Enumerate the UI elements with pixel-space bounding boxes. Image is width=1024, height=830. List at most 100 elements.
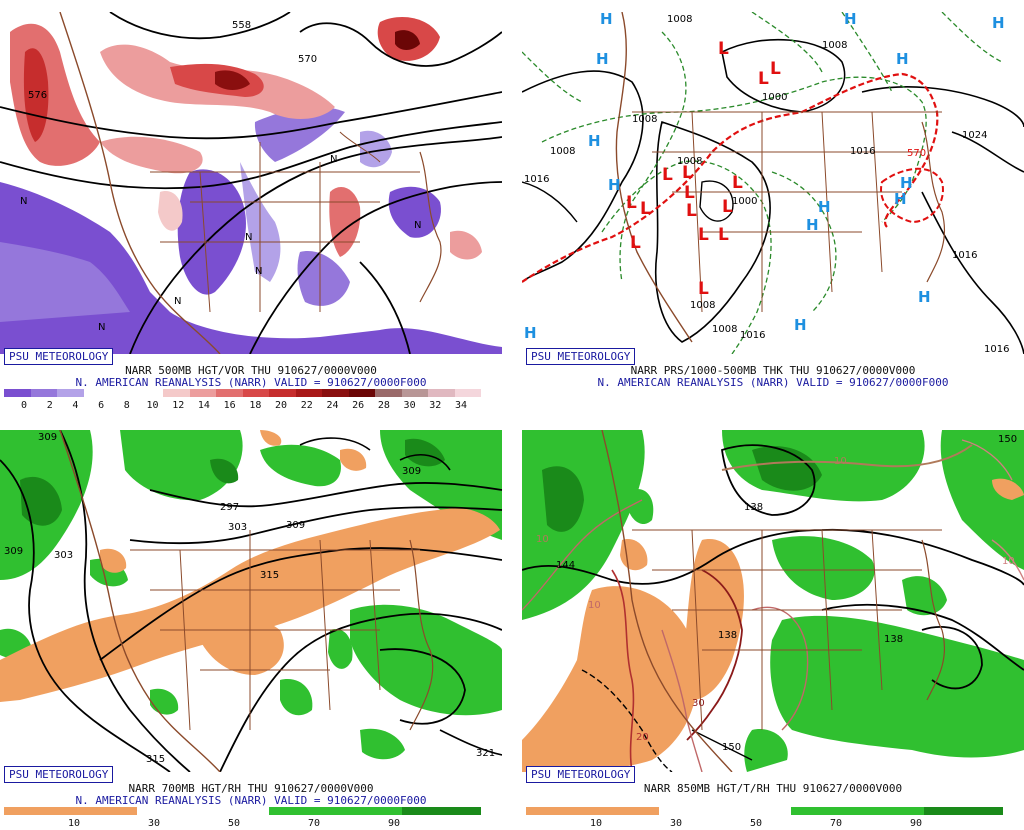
- colorbar-tick-label: 30: [403, 400, 416, 411]
- high-pressure-marker: H: [918, 288, 931, 306]
- low-pressure-marker: L: [682, 163, 693, 183]
- colorbar-tick-label: 10: [146, 400, 159, 411]
- colorbar-segment: [189, 807, 216, 815]
- isobar-label: 1016: [740, 330, 765, 341]
- colorbar-segment: [163, 807, 190, 815]
- colorbar-segment: [348, 389, 375, 397]
- panel-subtitle: N. AMERICAN REANALYSIS (NARR) VALID = 91…: [75, 794, 427, 807]
- colorbar-segment: [401, 807, 428, 815]
- map-850mb-label: 10: [588, 600, 601, 611]
- map-850mb-label: 30: [692, 698, 705, 709]
- colorbar-segment: [57, 807, 84, 815]
- isobar-label: 1016: [952, 250, 977, 261]
- colorbar-segment: [579, 807, 606, 815]
- colorbar-segment: [738, 807, 765, 815]
- colorbar-segment: [242, 807, 269, 815]
- colorbar-segment: [923, 807, 950, 815]
- map-850mb-label: 150: [722, 742, 741, 753]
- map-850mb-label: 20: [636, 732, 649, 743]
- colorbar-tick-label: 22: [300, 400, 313, 411]
- high-pressure-marker: H: [900, 174, 913, 192]
- high-pressure-marker: H: [794, 316, 807, 334]
- isobar-label: 1008: [677, 156, 702, 167]
- colorbar-ticks: 10 30 50 70 90: [4, 818, 481, 830]
- high-pressure-marker: H: [608, 176, 621, 194]
- low-pressure-marker: L: [770, 59, 781, 79]
- colorbar-segment: [189, 389, 216, 397]
- map-850mb-label: 138: [884, 634, 903, 645]
- map-850mb-label: 10: [536, 534, 549, 545]
- panel-title: NARR 700MB HGT/RH THU 910627/0000V000: [128, 782, 374, 795]
- colorbar-segment: [454, 389, 481, 397]
- colorbar-segment: [83, 389, 110, 397]
- map-850mb: 150 10 138 10 144 10 138 138 30 20 150 1…: [522, 430, 1024, 772]
- colorbar-tick-label: 18: [249, 400, 262, 411]
- panel-subtitle: N. AMERICAN REANALYSIS (NARR) VALID = 91…: [75, 376, 427, 389]
- colorbar-segment: [322, 807, 349, 815]
- colorbar-tick-label: 90: [909, 818, 923, 829]
- colorbar-segment: [163, 389, 190, 397]
- isobar-label: 1008: [550, 146, 575, 157]
- panel-title: NARR PRS/1000-500MB THK THU 910627/0000V…: [630, 364, 916, 377]
- high-pressure-marker: H: [524, 324, 537, 342]
- panel-title: NARR 500MB HGT/VOR THU 910627/0000V000: [125, 364, 377, 377]
- map-500mb-label: N: [174, 296, 181, 307]
- colorbar-segment: [110, 389, 137, 397]
- colorbar-rh: [4, 807, 481, 815]
- colorbar-tick-label: 6: [98, 400, 105, 411]
- colorbar-segment: [632, 807, 659, 815]
- panel-prs-thk: 1008 1008 1008 1008 1016 1016 1024 1016 …: [522, 12, 1024, 402]
- colorbar-segment: [658, 807, 685, 815]
- map-700mb-label: 309: [4, 546, 23, 557]
- colorbar-segment: [295, 807, 322, 815]
- colorbar-segment: [4, 389, 31, 397]
- colorbar-tick-label: 4: [72, 400, 79, 411]
- high-pressure-marker: H: [992, 14, 1005, 32]
- colorbar-segment: [295, 389, 322, 397]
- map-850mb-label: 138: [718, 630, 737, 641]
- colorbar-segment: [711, 807, 738, 815]
- colorbar-tick-label: 24: [326, 400, 339, 411]
- map-700mb-label: 303: [54, 550, 73, 561]
- map-700mb-label: 297: [220, 502, 239, 513]
- map-700mb: 309 309 303 297 303 309 315 315 309 321: [0, 430, 502, 772]
- map-500mb: 558 570 576 N N N N N N N: [0, 12, 502, 354]
- high-pressure-marker: H: [894, 190, 907, 208]
- colorbar-segment: [764, 807, 791, 815]
- isobar-label: 1008: [712, 324, 737, 335]
- colorbar-segment: [950, 807, 977, 815]
- colorbar-tick-label: 50: [749, 818, 763, 829]
- colorbar-tick-label: 28: [377, 400, 390, 411]
- low-pressure-marker: L: [758, 69, 769, 89]
- colorbar-segment: [83, 807, 110, 815]
- colorbar-segment: [870, 807, 897, 815]
- colorbar-segment: [897, 807, 924, 815]
- map-500mb-label: 576: [28, 90, 47, 101]
- colorbar-tick-label: 34: [454, 400, 468, 411]
- high-pressure-marker: H: [588, 132, 601, 150]
- colorbar-segment: [375, 807, 402, 815]
- high-pressure-marker: H: [806, 216, 819, 234]
- low-pressure-marker: L: [630, 233, 641, 253]
- colorbar-segment: [57, 389, 84, 397]
- map-500mb-label: N: [255, 266, 262, 277]
- colorbar-segment: [269, 807, 296, 815]
- colorbar-segment: [110, 807, 137, 815]
- map-850mb-label: 150: [998, 434, 1017, 445]
- map-500mb-label: 570: [298, 54, 317, 65]
- panel-500mb: 558 570 576 N N N N N N N PSU METEOROLOG…: [0, 12, 502, 411]
- map-700mb-svg: 309 309 303 297 303 309 315 315 309 321: [0, 430, 502, 772]
- low-pressure-marker: L: [732, 173, 743, 193]
- colorbar-tick-label: 70: [829, 818, 843, 829]
- isobar-label: 1008: [822, 40, 847, 51]
- colorbar-tick-label: 8: [123, 400, 130, 411]
- colorbar-rh: [526, 807, 1003, 815]
- colorbar-segment: [136, 389, 163, 397]
- map-700mb-label: 315: [260, 570, 279, 581]
- brand-label: PSU METEOROLOGY: [4, 348, 114, 365]
- colorbar-segment: [817, 807, 844, 815]
- colorbar-segment: [526, 807, 553, 815]
- colorbar-tick-label: 12: [172, 400, 185, 411]
- low-pressure-marker: L: [684, 183, 695, 203]
- map-500mb-label: N: [414, 220, 421, 231]
